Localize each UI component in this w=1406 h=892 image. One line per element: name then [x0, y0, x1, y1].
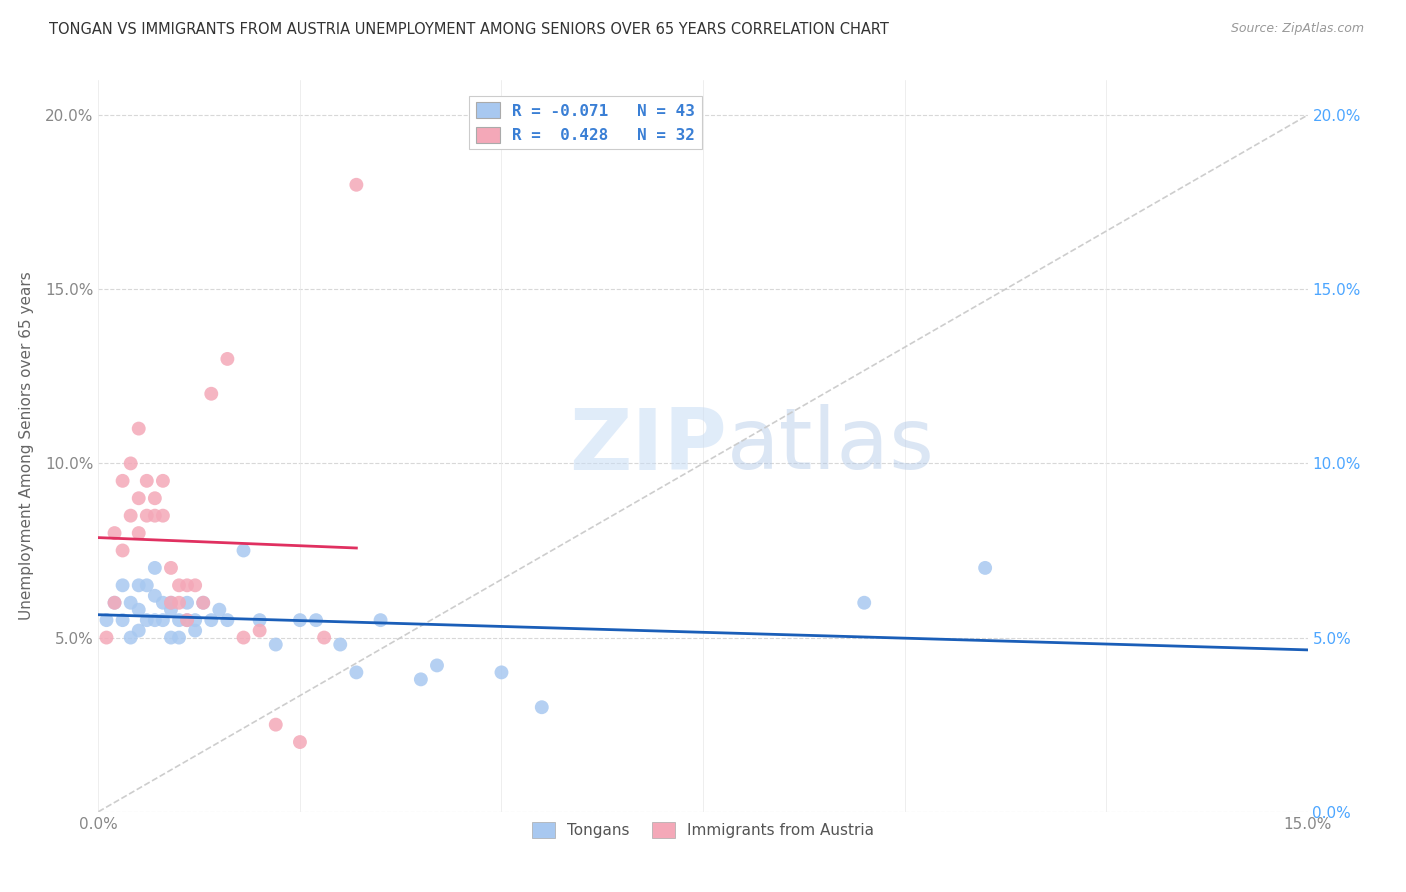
- Point: [160, 603, 183, 617]
- Point: [111, 543, 134, 558]
- Point: [111, 474, 134, 488]
- Point: [103, 596, 125, 610]
- Point: [232, 631, 254, 645]
- Point: [96, 631, 118, 645]
- Point: [103, 596, 125, 610]
- Y-axis label: Unemployment Among Seniors over 65 years: Unemployment Among Seniors over 65 years: [20, 272, 34, 620]
- Point: [152, 613, 174, 627]
- Point: [160, 561, 183, 575]
- Legend: Tongans, Immigrants from Austria: Tongans, Immigrants from Austria: [526, 816, 880, 845]
- Point: [344, 665, 367, 680]
- Point: [853, 596, 876, 610]
- Point: [152, 508, 174, 523]
- Point: [200, 613, 222, 627]
- Point: [184, 613, 207, 627]
- Point: [176, 596, 198, 610]
- Text: Source: ZipAtlas.com: Source: ZipAtlas.com: [1230, 22, 1364, 36]
- Point: [143, 613, 166, 627]
- Point: [167, 613, 190, 627]
- Point: [120, 596, 142, 610]
- Point: [314, 631, 336, 645]
- Point: [111, 613, 134, 627]
- Point: [143, 561, 166, 575]
- Point: [120, 631, 142, 645]
- Point: [409, 673, 432, 687]
- Point: [200, 386, 222, 401]
- Point: [974, 561, 997, 575]
- Point: [344, 178, 367, 192]
- Point: [491, 665, 513, 680]
- Point: [143, 589, 166, 603]
- Point: [249, 624, 271, 638]
- Point: [217, 351, 239, 366]
- Point: [128, 491, 150, 506]
- Point: [288, 735, 311, 749]
- Text: atlas: atlas: [727, 404, 935, 488]
- Point: [120, 457, 142, 471]
- Point: [329, 638, 352, 652]
- Point: [184, 624, 207, 638]
- Point: [160, 596, 183, 610]
- Point: [128, 421, 150, 435]
- Point: [152, 596, 174, 610]
- Point: [167, 596, 190, 610]
- Point: [232, 543, 254, 558]
- Point: [530, 700, 553, 714]
- Point: [135, 613, 157, 627]
- Point: [176, 613, 198, 627]
- Point: [135, 578, 157, 592]
- Point: [152, 474, 174, 488]
- Point: [128, 578, 150, 592]
- Point: [128, 526, 150, 541]
- Point: [135, 508, 157, 523]
- Point: [426, 658, 449, 673]
- Point: [103, 526, 125, 541]
- Point: [176, 578, 198, 592]
- Point: [193, 596, 215, 610]
- Point: [288, 613, 311, 627]
- Point: [217, 613, 239, 627]
- Point: [128, 603, 150, 617]
- Point: [184, 578, 207, 592]
- Point: [176, 613, 198, 627]
- Point: [135, 474, 157, 488]
- Point: [96, 613, 118, 627]
- Point: [111, 578, 134, 592]
- Point: [160, 596, 183, 610]
- Point: [167, 578, 190, 592]
- Point: [370, 613, 392, 627]
- Point: [128, 624, 150, 638]
- Point: [167, 631, 190, 645]
- Point: [143, 491, 166, 506]
- Point: [160, 631, 183, 645]
- Point: [264, 638, 287, 652]
- Text: ZIP: ZIP: [569, 404, 727, 488]
- Point: [249, 613, 271, 627]
- Point: [120, 508, 142, 523]
- Text: TONGAN VS IMMIGRANTS FROM AUSTRIA UNEMPLOYMENT AMONG SENIORS OVER 65 YEARS CORRE: TONGAN VS IMMIGRANTS FROM AUSTRIA UNEMPL…: [49, 22, 889, 37]
- Point: [305, 613, 328, 627]
- Point: [143, 508, 166, 523]
- Point: [264, 717, 287, 731]
- Point: [208, 603, 231, 617]
- Point: [193, 596, 215, 610]
